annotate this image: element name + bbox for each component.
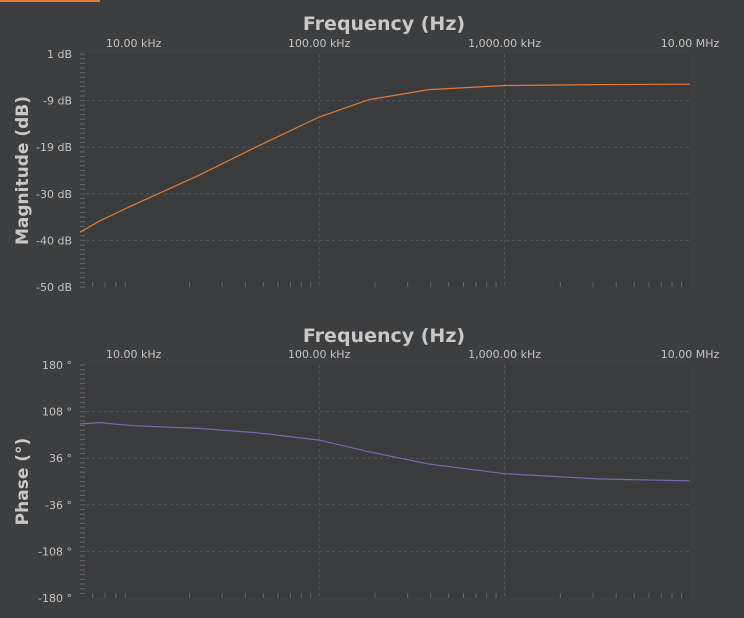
x-axis-title: Frequency (Hz): [303, 325, 465, 347]
y-axis-title: Phase (°): [13, 438, 33, 526]
y-tick-label: -180 °: [38, 592, 72, 605]
x-tick-label: 100.00 kHz: [288, 37, 351, 50]
x-tick-label: 1,000.00 kHz: [468, 348, 541, 361]
y-tick-label: -50 dB: [36, 281, 72, 294]
x-tick-label: 1,000.00 kHz: [468, 37, 541, 50]
y-tick-label: -9 dB: [43, 95, 72, 108]
y-tick-label: -19 dB: [36, 141, 72, 154]
y-tick-label: 1 dB: [47, 48, 72, 61]
x-axis-title: Frequency (Hz): [303, 13, 465, 35]
active-tab-indicator: [0, 0, 100, 2]
x-tick-label: 100.00 kHz: [288, 348, 351, 361]
plot-area: [80, 54, 690, 287]
y-tick-label: 36 °: [49, 452, 72, 465]
x-tick-label: 10.00 MHz: [661, 37, 720, 50]
y-tick-label: -108 °: [38, 545, 72, 558]
y-tick-label: 180 °: [42, 359, 72, 372]
y-tick-label: -36 °: [45, 499, 72, 512]
y-tick-label: -30 dB: [36, 188, 72, 201]
plot-area: [80, 365, 690, 598]
y-tick-label: 108 °: [42, 406, 72, 419]
magnitude-plot: Frequency (Hz) Magnitude (dB) 1 dB -9 dB -19…: [13, 13, 719, 294]
x-tick-label: 10.00 kHz: [106, 37, 162, 50]
x-tick-label: 10.00 MHz: [661, 348, 720, 361]
phase-plot: Frequency (Hz) Phase (°) 180 ° 108 ° 36 ° -36…: [13, 325, 719, 605]
x-tick-label: 10.00 kHz: [106, 348, 162, 361]
y-axis-title: Magnitude (dB): [13, 96, 33, 245]
y-tick-label: -40 dB: [36, 234, 72, 247]
